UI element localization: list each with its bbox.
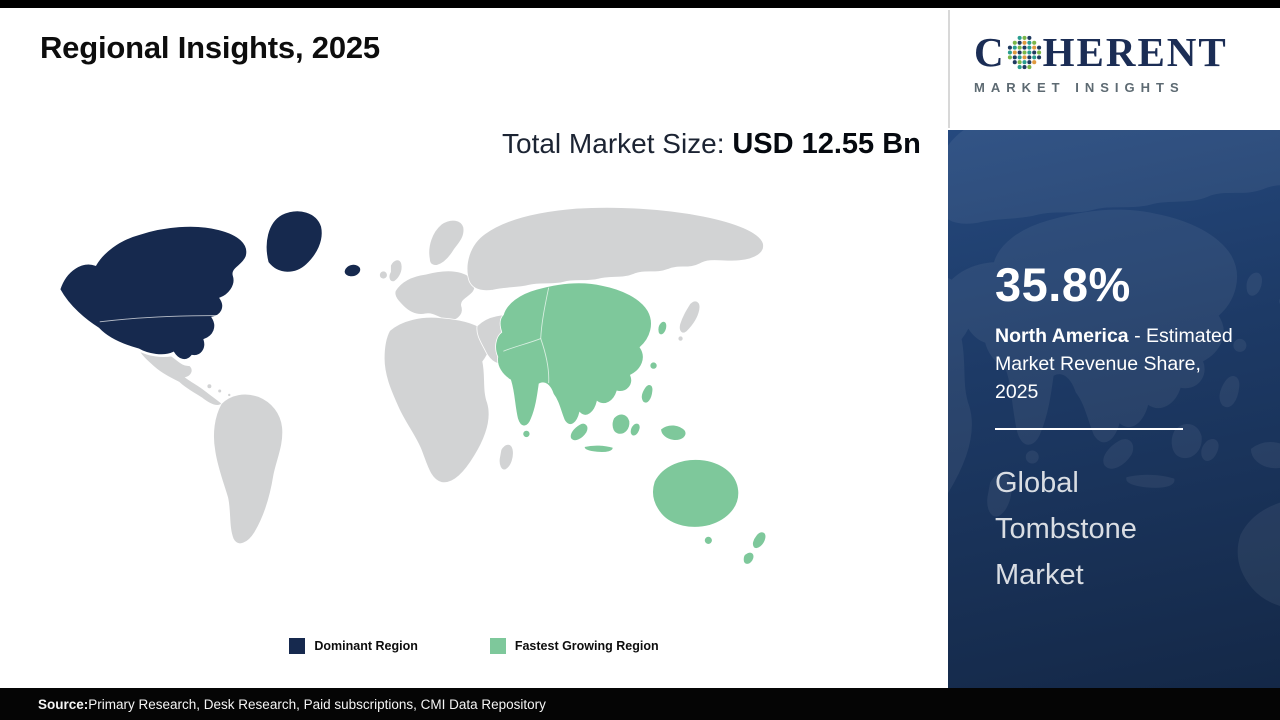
map-region-greenland — [265, 210, 323, 273]
asia-border-line-2 — [540, 338, 550, 384]
fastest-region-label: Fastest Growing Region — [514, 639, 659, 653]
source-text: Primary Research, Desk Research, Paid su… — [88, 696, 546, 712]
map-region-ireland — [379, 270, 388, 280]
map-region-mexico-central-america — [138, 350, 223, 406]
side-panel: 35.8% North America - Estimated Market R… — [948, 130, 1280, 688]
map-region-new-zealand — [742, 531, 767, 565]
map-region-southeast-asia-islands — [522, 321, 687, 453]
logo-divider-line — [948, 10, 950, 128]
logo-text-prefix: C — [974, 29, 1006, 75]
map-region-uk — [388, 259, 403, 283]
total-market-size-value: USD 12.55 Bn — [732, 128, 921, 160]
us-canada-border-line — [99, 315, 217, 323]
fastest-region-swatch — [489, 638, 506, 654]
logo-text-suffix: HERENT — [1042, 29, 1228, 75]
total-market-size-label: Total Market Size: — [502, 128, 733, 159]
world-map — [59, 206, 767, 565]
map-region-russia-north-asia — [466, 206, 764, 292]
map-region-africa — [383, 316, 491, 483]
map-region-madagascar — [498, 443, 514, 471]
legend-item-dominant: Dominant Region — [289, 638, 418, 654]
share-description-text: - Estimated Market Revenue Share, 2025 — [995, 325, 1233, 403]
coherent-logo: C HERENT MARKET INSIGHTS — [974, 32, 1270, 96]
market-name: Global Tombstone Market — [995, 467, 1137, 591]
map-region-australia — [652, 459, 739, 528]
map-region-south-america — [213, 393, 284, 545]
map-region-scandinavia — [428, 219, 465, 266]
source-label: Source: — [38, 696, 89, 712]
page-title: Regional Insights, 2025 — [40, 30, 380, 65]
market-share-value: 35.8% — [995, 258, 1131, 311]
map-region-asia-pacific — [495, 282, 652, 427]
side-panel-content: 35.8% North America - Estimated Market R… — [995, 258, 1247, 598]
coherent-globe-icon — [1007, 35, 1041, 70]
market-share-description: North America - Estimated Market Revenue… — [995, 322, 1247, 406]
map-region-europe — [394, 270, 476, 321]
source-bar: Source: Primary Research, Desk Research,… — [0, 688, 1280, 720]
map-region-iceland — [343, 263, 362, 278]
logo-tagline: MARKET INSIGHTS — [974, 80, 1185, 95]
map-region-caribbean — [206, 383, 232, 397]
dominant-region-label: Dominant Region — [314, 639, 418, 653]
map-legend: Dominant Region Fastest Growing Region — [0, 638, 948, 654]
legend-item-fastest: Fastest Growing Region — [489, 638, 659, 654]
map-region-north-america — [59, 225, 248, 360]
dominant-region-swatch — [289, 638, 306, 654]
logo-brand-row: C HERENT — [974, 32, 1270, 73]
total-market-size: Total Market Size: USD 12.55 Bn — [502, 124, 922, 164]
region-name: North America — [995, 325, 1129, 347]
top-border-bar — [0, 0, 1280, 8]
map-region-tasmania — [703, 535, 713, 545]
map-region-japan — [677, 300, 701, 342]
panel-divider-line — [995, 428, 1183, 430]
